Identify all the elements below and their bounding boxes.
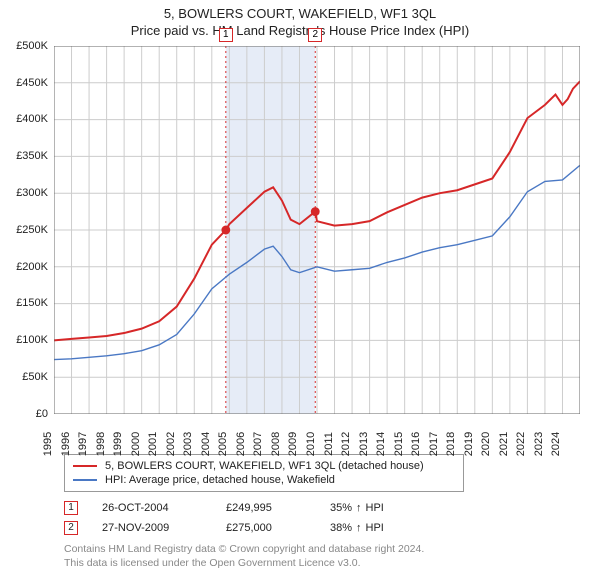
x-tick-label: 2014 [375,432,387,456]
page-title: 5, BOWLERS COURT, WAKEFIELD, WF1 3QL [10,6,590,23]
y-tick-label: £0 [36,408,48,420]
legend-swatch [73,465,97,467]
sale-row-pct: 38% [330,522,352,534]
x-tick-label: 2021 [498,432,510,456]
chart-svg [54,46,580,414]
x-tick-label: 2007 [252,432,264,456]
x-tick-label: 2022 [515,432,527,456]
x-tick-label: 2000 [130,432,142,456]
x-tick-label: 2004 [200,432,212,456]
x-tick-label: 2011 [323,432,335,456]
y-tick-label: £100K [16,334,48,346]
x-tick-label: 2006 [235,432,247,456]
legend-row: HPI: Average price, detached house, Wake… [73,473,455,487]
sale-marker-box: 2 [308,28,322,42]
page-root: 5, BOWLERS COURT, WAKEFIELD, WF1 3QL Pri… [0,0,600,560]
x-axis-labels: 1995199619971998199920002001200220032004… [54,414,580,446]
arrow-up-icon: ↑ [356,502,362,514]
sale-marker-box: 1 [219,28,233,42]
x-tick-label: 2015 [393,432,405,456]
y-tick-label: £250K [16,224,48,236]
sale-row-hpi: 38% ↑ HPI [330,522,384,534]
y-tick-label: £200K [16,261,48,273]
x-tick-label: 2020 [480,432,492,456]
x-tick-label: 2017 [428,432,440,456]
x-tick-label: 2005 [217,432,229,456]
x-tick-label: 2018 [445,432,457,456]
x-tick-label: 2016 [410,432,422,456]
sale-row: 1 26-OCT-2004 £249,995 35% ↑ HPI [64,498,580,518]
x-tick-label: 2008 [270,432,282,456]
arrow-up-icon: ↑ [356,522,362,534]
x-tick-label: 2019 [463,432,475,456]
hpi-word: HPI [366,502,384,514]
x-tick-label: 1997 [77,432,89,456]
hpi-word: HPI [366,522,384,534]
page-subtitle: Price paid vs. HM Land Registry's House … [10,23,590,40]
y-tick-label: £350K [16,150,48,162]
y-axis-labels: £0£50K£100K£150K£200K£250K£300K£350K£400… [10,46,50,414]
y-tick-label: £150K [16,297,48,309]
sale-row-hpi: 35% ↑ HPI [330,502,384,514]
x-tick-label: 2012 [340,432,352,456]
y-tick-label: £400K [16,113,48,125]
x-tick-label: 2024 [550,432,562,456]
x-tick-label: 1998 [95,432,107,456]
legend-label: HPI: Average price, detached house, Wake… [105,474,335,486]
legend: 5, BOWLERS COURT, WAKEFIELD, WF1 3QL (de… [64,454,464,492]
sale-row-date: 27-NOV-2009 [102,522,202,534]
x-tick-label: 2010 [305,432,317,456]
legend-row: 5, BOWLERS COURT, WAKEFIELD, WF1 3QL (de… [73,459,455,473]
sales-table: 1 26-OCT-2004 £249,995 35% ↑ HPI 2 27-NOV-2009 £… [64,498,580,538]
footnote: Contains HM Land Registry data © Crown c… [64,542,580,570]
sale-row-date: 26-OCT-2004 [102,502,202,514]
y-tick-label: £500K [16,40,48,52]
sale-row: 2 27-NOV-2009 £275,000 38% ↑ HPI [64,518,580,538]
sale-row-price: £249,995 [226,502,306,514]
x-tick-label: 2002 [165,432,177,456]
x-tick-label: 1999 [112,432,124,456]
sale-row-marker: 1 [64,501,78,515]
x-tick-label: 2001 [147,432,159,456]
x-tick-label: 1996 [60,432,72,456]
x-tick-label: 2003 [182,432,194,456]
sale-row-price: £275,000 [226,522,306,534]
legend-swatch [73,479,97,481]
x-tick-label: 2013 [358,432,370,456]
y-tick-label: £50K [22,371,48,383]
x-tick-label: 1995 [42,432,54,456]
footnote-line: This data is licensed under the Open Gov… [64,556,580,570]
x-tick-label: 2023 [533,432,545,456]
sale-row-pct: 35% [330,502,352,514]
x-tick-label: 2009 [287,432,299,456]
sale-row-marker: 2 [64,521,78,535]
chart-area: £0£50K£100K£150K£200K£250K£300K£350K£400… [54,46,580,414]
y-tick-label: £300K [16,187,48,199]
footnote-line: Contains HM Land Registry data © Crown c… [64,542,580,556]
legend-label: 5, BOWLERS COURT, WAKEFIELD, WF1 3QL (de… [105,460,424,472]
y-tick-label: £450K [16,77,48,89]
